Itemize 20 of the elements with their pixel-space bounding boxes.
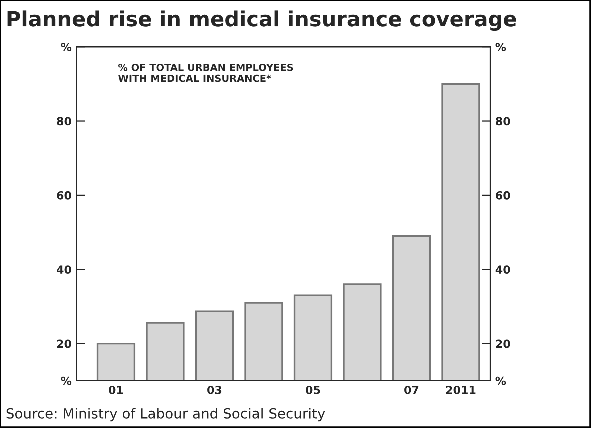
x-tick-label: 05	[306, 386, 320, 394]
x-tick-label: 07	[404, 386, 419, 394]
y-tick-label: %	[61, 43, 72, 52]
y2-tick-label: 40	[496, 266, 510, 274]
y2-tick-label: 60	[496, 191, 510, 200]
y-tick-label: %	[61, 376, 72, 386]
y2-tick-label: 20	[496, 340, 510, 348]
y-tick-label: 60	[57, 191, 72, 200]
y-tick-label: 40	[57, 266, 72, 274]
x-tick-label: 2011	[446, 386, 476, 394]
y-tick-label: 20	[57, 340, 72, 348]
annotation: % OF TOTAL URBAN EMPLOYEES WITH MEDICAL INSURANCE*	[118, 64, 294, 82]
x-tick-label: 03	[208, 386, 222, 394]
y2-tick-label: %	[496, 43, 506, 52]
source-note: Source: Ministry of Labour and Social Security	[6, 408, 326, 422]
y2-tick-label: %	[496, 376, 506, 386]
x-tick-label: 01	[109, 386, 124, 394]
y2-tick-label: 80	[496, 117, 510, 126]
y-tick-label: 80	[57, 117, 72, 126]
chart-title: Planned rise in medical insurance coverage	[8, 10, 516, 32]
